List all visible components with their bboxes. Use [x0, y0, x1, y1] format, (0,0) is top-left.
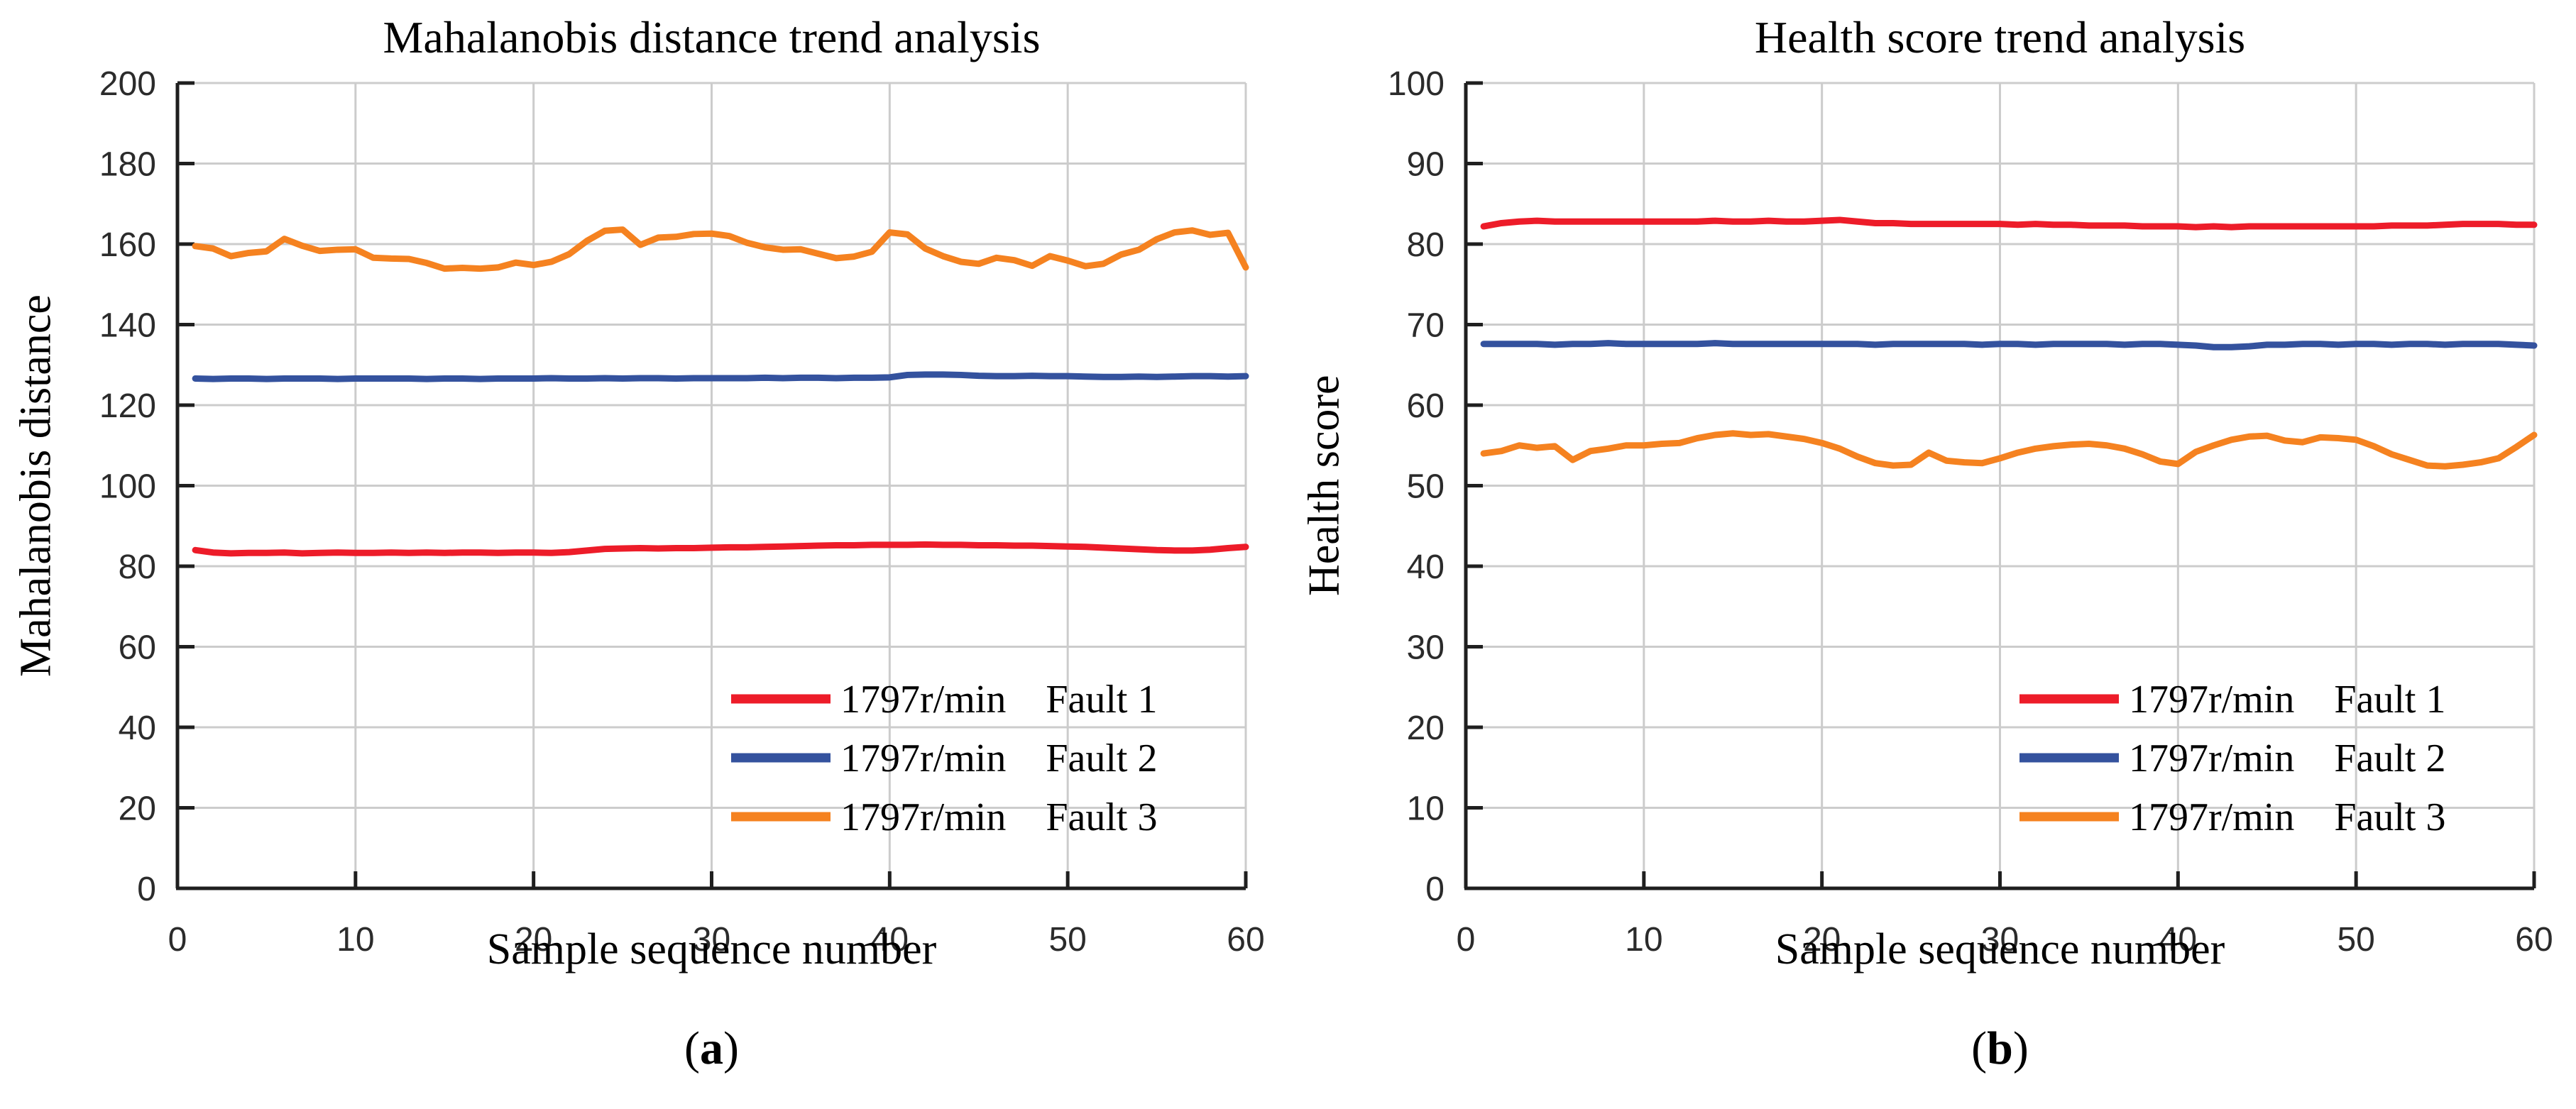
x-tick-label: 30 [693, 921, 730, 959]
y-tick-label: 60 [119, 629, 156, 667]
panel-a: 0 20 40 60 80 100 120 140 160 180 200 0 10 20 30 40 50 60… [11, 12, 1265, 1078]
x-tick-label: 0 [168, 921, 187, 959]
paren-open: ( [684, 1022, 700, 1074]
x-tick-label: 60 [2515, 921, 2553, 959]
legend-label-3: 1797r/min Fault 3 [2129, 795, 2445, 839]
y-tick-label: 20 [119, 790, 156, 828]
y-tick-label: 200 [99, 65, 156, 103]
x-tick-label: 40 [871, 921, 909, 959]
y-tick-label: 30 [1407, 629, 1445, 667]
y-tick-label: 100 [1388, 65, 1445, 103]
paren-close: ) [723, 1022, 739, 1074]
y-tick-label: 60 [1407, 387, 1445, 425]
panel-a-title: Mahalanobis distance trend analysis [383, 12, 1041, 62]
series-line-fault-1 [1480, 216, 2538, 231]
series-line-fault-1 [192, 541, 1249, 557]
y-tick-label: 40 [119, 710, 156, 747]
paren-close: ) [2012, 1022, 2029, 1074]
x-tick-label: 20 [515, 921, 552, 959]
panel-b-x-axis-label: Sample sequence number [1775, 925, 2225, 973]
y-tick-label: 120 [99, 387, 156, 425]
panel-b: 0 10 20 30 40 50 60 70 80 90 100 0 10 20 30 40 50 60 1797r… [1288, 0, 2576, 1109]
x-tick-label: 20 [1803, 921, 1841, 959]
x-tick-label: 50 [2337, 921, 2374, 959]
panel-b-title: Health score trend analysis [1754, 12, 2246, 62]
y-tick-label: 40 [1407, 548, 1445, 586]
y-tick-label: 140 [99, 307, 156, 345]
y-tick-label: 80 [1407, 226, 1445, 264]
panel-a-sublabel: (a) [177, 1022, 1246, 1078]
series-line-fault-2 [192, 371, 1249, 382]
x-tick-label: 60 [1227, 921, 1264, 959]
legend-label-2: 1797r/min Fault 2 [840, 736, 1157, 780]
series-line-fault-2 [1480, 340, 2538, 351]
panel-b-sublabel: (b) [1466, 1022, 2534, 1078]
y-tick-label: 100 [99, 468, 156, 506]
y-tick-label: 80 [119, 548, 156, 586]
panel-a-y-axis-label: Mahalanobis distance [11, 294, 60, 677]
y-tick-label: 20 [1407, 710, 1445, 747]
panel-a-chart: 0 20 40 60 80 100 120 140 160 180 200 0 10 20 30 40 50 60… [99, 65, 1265, 959]
y-tick-label: 0 [137, 871, 156, 908]
y-tick-label: 70 [1407, 307, 1445, 345]
x-tick-label: 30 [1981, 921, 2019, 959]
x-tick-label: 10 [1625, 921, 1662, 959]
y-tick-label: 10 [1407, 790, 1445, 828]
panel-a-x-axis-label: Sample sequence number [486, 925, 937, 973]
paren-open: ( [1971, 1022, 1988, 1074]
panel-b-chart: 0 10 20 30 40 50 60 70 80 90 100 0 10 20 30 40 50 60 1797r… [1388, 65, 2553, 959]
x-tick-label: 0 [1457, 921, 1476, 959]
series-line-fault-3 [1480, 430, 2538, 470]
legend-label-3: 1797r/min Fault 3 [840, 795, 1157, 839]
x-tick-label: 10 [336, 921, 374, 959]
panel-b-y-axis-label: Health score [1300, 375, 1349, 597]
y-tick-label: 160 [99, 226, 156, 264]
legend-label-1: 1797r/min Fault 1 [840, 678, 1157, 722]
legend-label-2: 1797r/min Fault 2 [2129, 736, 2445, 780]
series-line-fault-3 [192, 226, 1249, 272]
x-tick-label: 40 [2159, 921, 2197, 959]
sublabel-letter: b [1987, 1022, 2013, 1074]
y-tick-label: 0 [1425, 871, 1445, 908]
legend-label-1: 1797r/min Fault 1 [2129, 678, 2445, 722]
sublabel-letter: a [700, 1022, 723, 1074]
y-tick-label: 90 [1407, 146, 1445, 184]
y-tick-label: 50 [1407, 468, 1445, 506]
y-tick-label: 180 [99, 146, 156, 184]
x-tick-label: 50 [1048, 921, 1086, 959]
